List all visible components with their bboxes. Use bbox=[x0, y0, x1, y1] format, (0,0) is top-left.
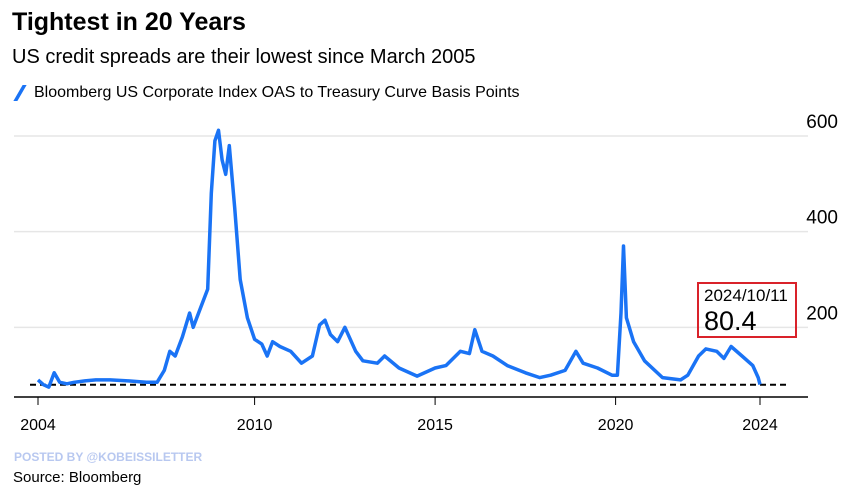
x-tick-label: 2010 bbox=[237, 417, 273, 434]
y-tick-label: 400 bbox=[806, 208, 838, 229]
callout-value: 80.4 bbox=[704, 306, 757, 336]
x-tick-label: 2024 bbox=[742, 417, 778, 434]
x-tick-label: 2004 bbox=[20, 417, 56, 434]
latest-value-callout: 2024/10/11 80.4 bbox=[697, 282, 797, 338]
legend-label: Bloomberg US Corporate Index OAS to Trea… bbox=[34, 84, 520, 101]
y-tick-label: 600 bbox=[806, 112, 838, 133]
source-note: Source: Bloomberg bbox=[13, 469, 142, 486]
callout-date: 2024/10/11 bbox=[704, 286, 788, 305]
series-line-oas bbox=[36, 128, 762, 389]
chart-subtitle: US credit spreads are their lowest since… bbox=[12, 46, 476, 68]
x-tick-label: 2020 bbox=[598, 417, 634, 434]
chart-title: Tightest in 20 Years bbox=[12, 8, 246, 36]
x-tick-label: 2015 bbox=[417, 417, 453, 434]
y-tick-label: 200 bbox=[806, 303, 838, 324]
posted-by: POSTED BY @KOBEISSILETTER bbox=[14, 450, 203, 464]
legend: Bloomberg US Corporate Index OAS to Trea… bbox=[12, 84, 520, 102]
